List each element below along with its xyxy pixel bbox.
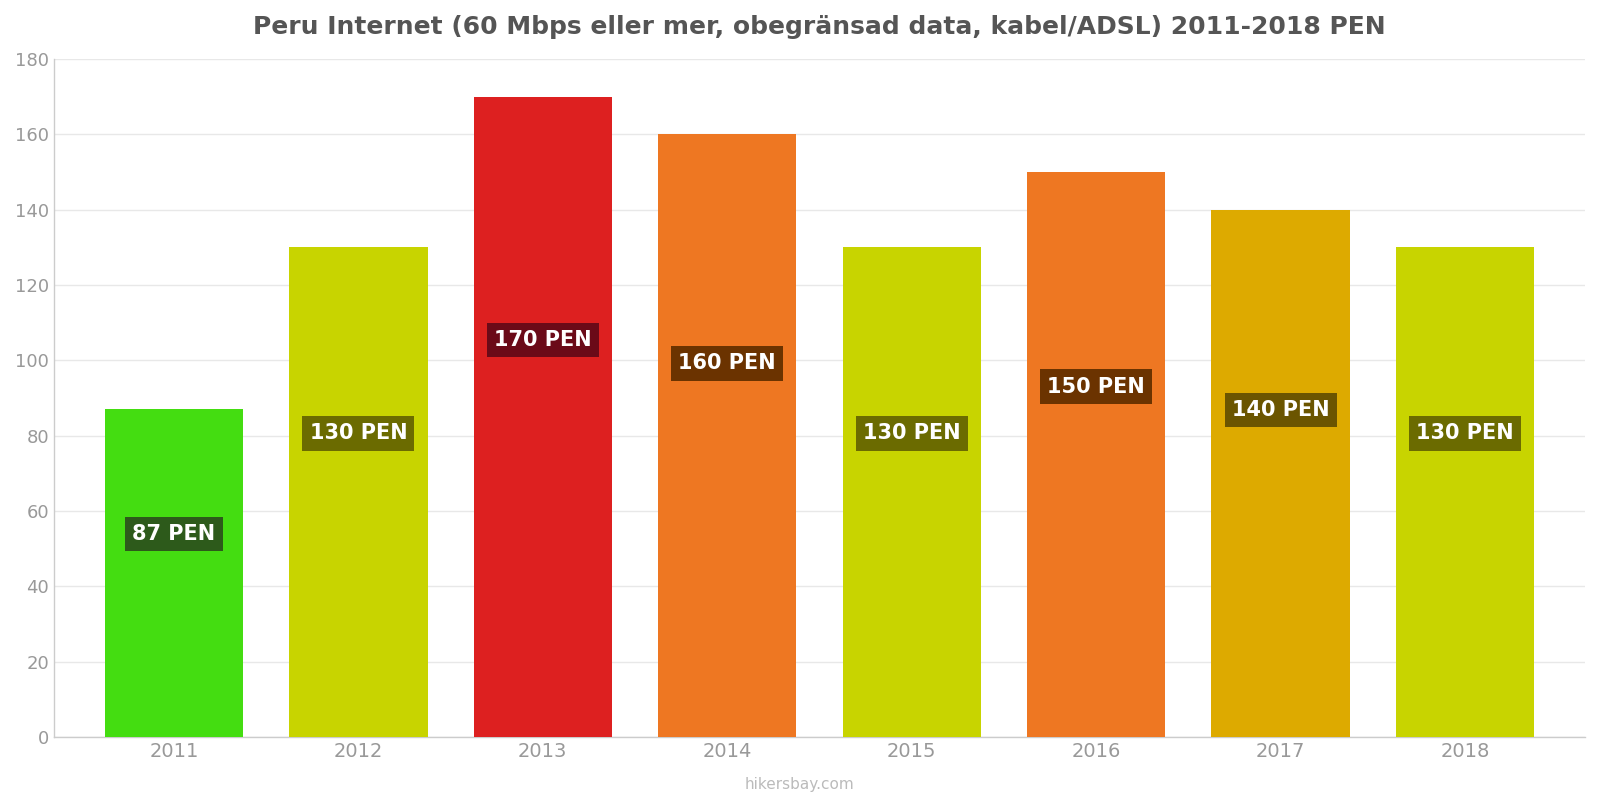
- Bar: [658, 134, 797, 737]
- Text: 87 PEN: 87 PEN: [133, 524, 216, 544]
- Title: Peru Internet (60 Mbps eller mer, obegränsad data, kabel/ADSL) 2011-2018 PEN: Peru Internet (60 Mbps eller mer, obegrä…: [253, 15, 1386, 39]
- Text: 130 PEN: 130 PEN: [309, 423, 406, 443]
- Text: 140 PEN: 140 PEN: [1232, 400, 1330, 420]
- Bar: [1211, 210, 1350, 737]
- Text: 160 PEN: 160 PEN: [678, 354, 776, 374]
- Text: 130 PEN: 130 PEN: [1416, 423, 1514, 443]
- Bar: [1027, 172, 1165, 737]
- Text: 170 PEN: 170 PEN: [494, 330, 592, 350]
- Text: 130 PEN: 130 PEN: [862, 423, 960, 443]
- Text: 150 PEN: 150 PEN: [1048, 377, 1146, 397]
- Bar: [843, 247, 981, 737]
- Bar: [104, 410, 243, 737]
- Bar: [1395, 247, 1534, 737]
- Text: hikersbay.com: hikersbay.com: [746, 777, 854, 792]
- Bar: [290, 247, 427, 737]
- Bar: [474, 97, 611, 737]
